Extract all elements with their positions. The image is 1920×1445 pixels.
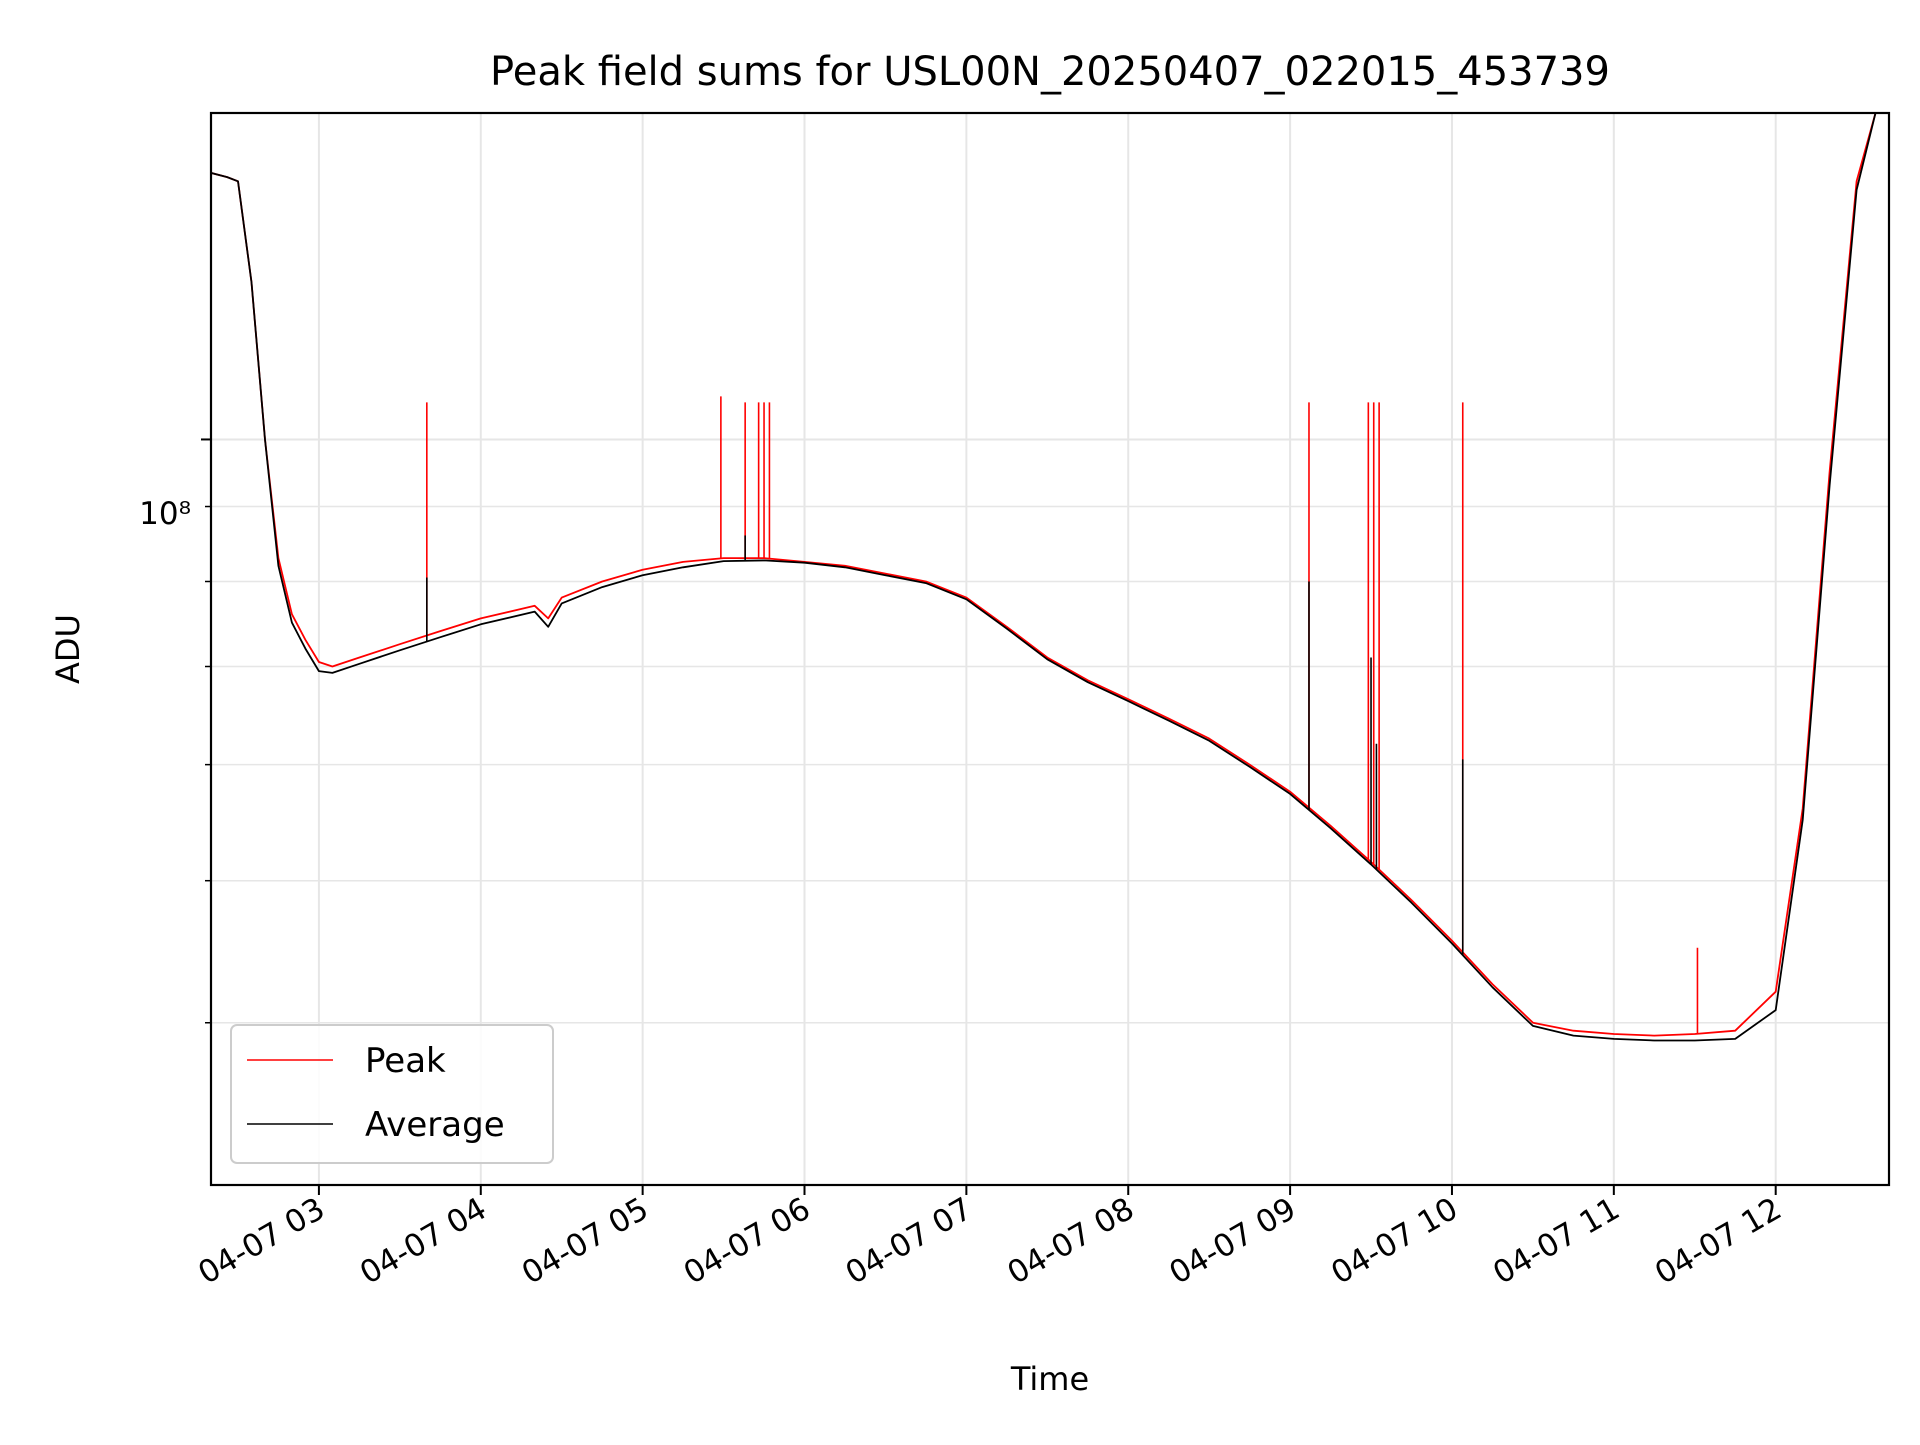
legend-label-peak: Peak [365,1041,446,1081]
y-tick-label-major: 10⁸ [139,496,191,532]
series-line-peak [211,113,1877,1037]
series-layer [211,113,1877,1042]
y-axis-label: ADU [49,614,87,684]
series-line-average [211,113,1877,1042]
legend: Peak Average [230,1024,554,1164]
legend-label-average: Average [365,1105,505,1145]
x-axis-label: Time [1010,1360,1089,1398]
chart-title: Peak field sums for USL00N_20250407_0220… [490,49,1610,95]
plot-frame [209,111,1891,1187]
